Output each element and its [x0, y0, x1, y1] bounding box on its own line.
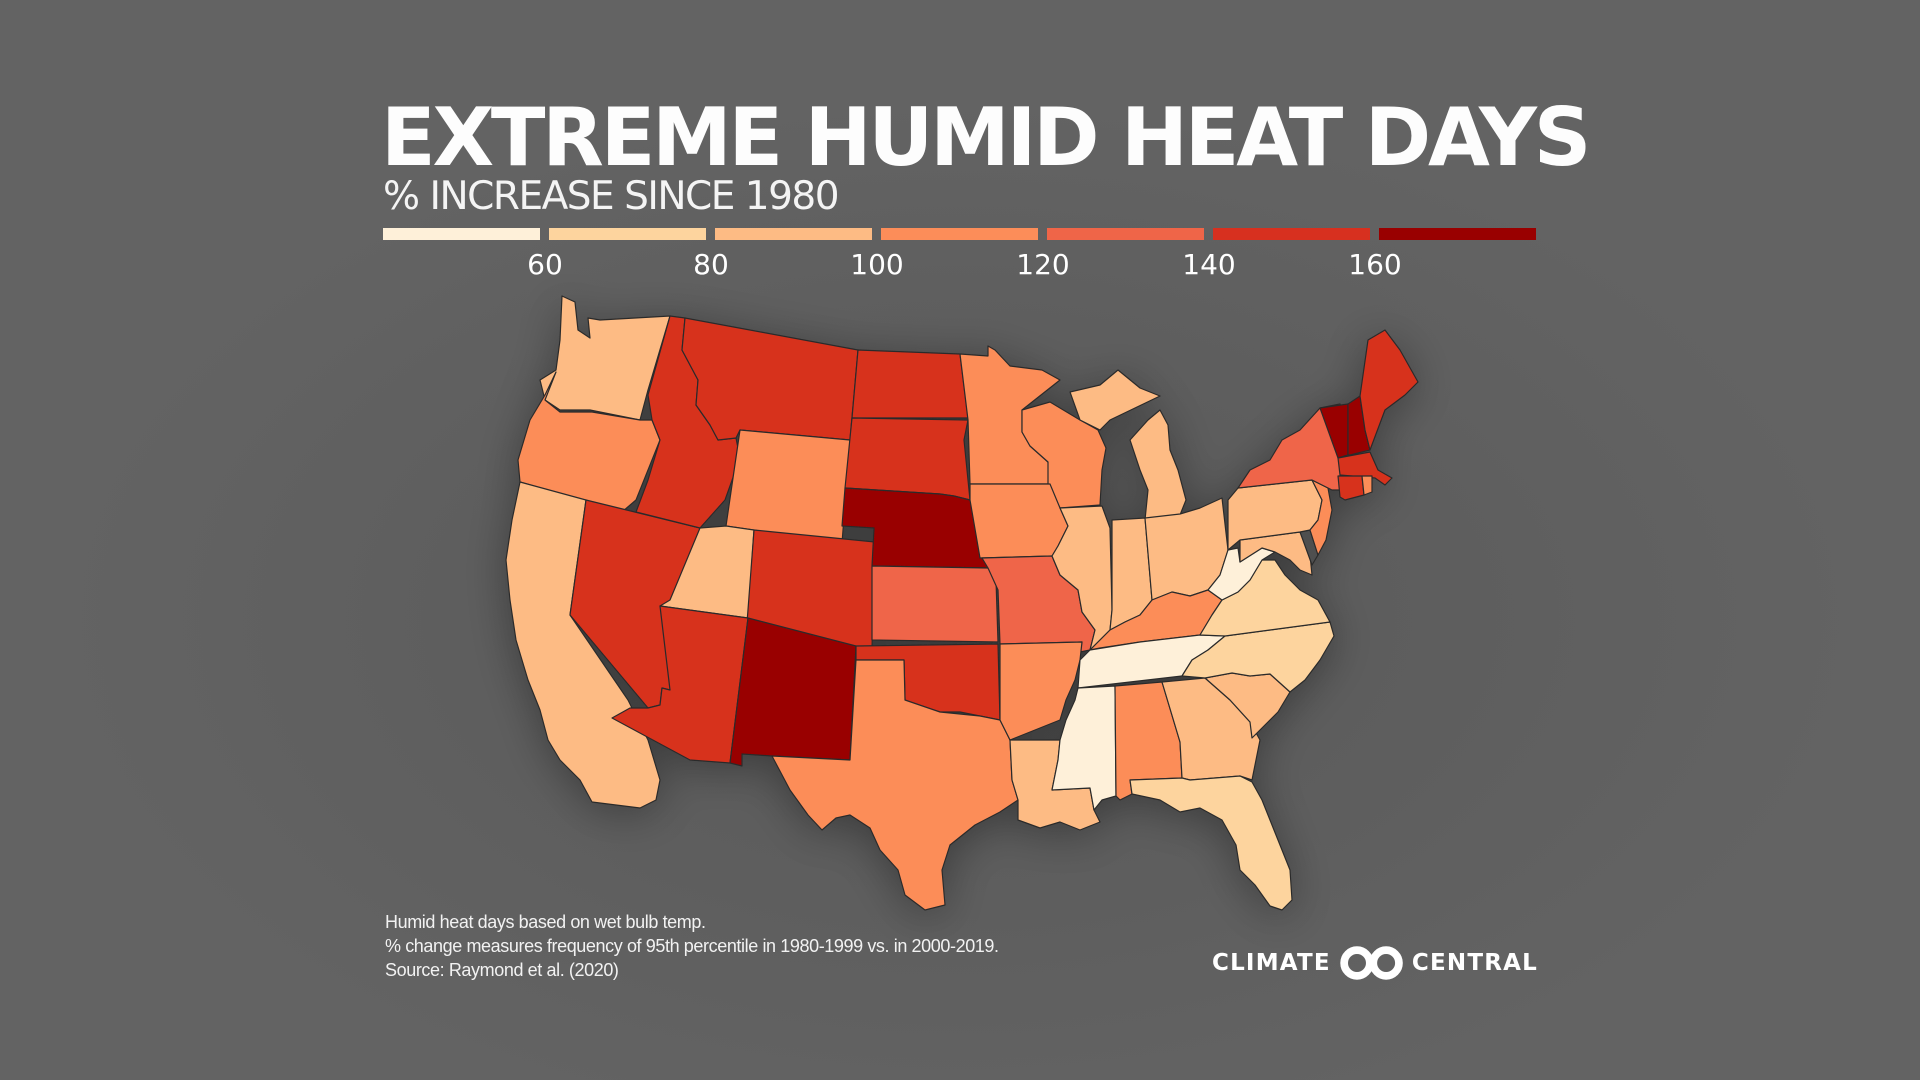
state-TX: [771, 659, 1019, 911]
legend-tick: 80: [693, 248, 729, 281]
state-FL: [1129, 775, 1293, 911]
footnote: Humid heat days based on wet bulb temp. …: [385, 910, 999, 982]
state-ME: [1359, 329, 1419, 451]
state-NC: [1181, 621, 1335, 693]
legend-tick: 120: [1016, 248, 1070, 281]
legend-bin-5: [1047, 228, 1204, 240]
climate-central-rings-icon: [1340, 946, 1403, 980]
legend-bin-3: [715, 228, 872, 240]
legend-tick: 60: [527, 248, 563, 281]
page-subtitle: % INCREASE SINCE 1980: [383, 174, 840, 219]
legend-bin-1: [383, 228, 540, 240]
state-MI: [1069, 369, 1187, 521]
state-NM: [729, 617, 857, 767]
legend-bin-7: [1379, 228, 1536, 240]
legend-bin-4: [881, 228, 1038, 240]
legend-tick: 100: [850, 248, 904, 281]
color-legend: 60 80 100 120 140 160: [383, 228, 1537, 288]
state-NJ: [1309, 479, 1333, 556]
climate-central-logo: CLIMATE CENTRAL: [1212, 943, 1538, 983]
state-OR: [517, 371, 661, 513]
footnote-line-3: Source: Raymond et al. (2020): [385, 960, 619, 980]
state-AR: [999, 641, 1083, 741]
state-CA: [505, 481, 661, 809]
footnote-line-1: Humid heat days based on wet bulb temp.: [385, 912, 706, 932]
legend-tick: 140: [1182, 248, 1236, 281]
state-WA: [539, 295, 671, 421]
footnote-line-2: % change measures frequency of 95th perc…: [385, 936, 999, 956]
legend-bin-6: [1213, 228, 1370, 240]
state-IL: [1051, 505, 1113, 651]
logo-text-left: CLIMATE: [1212, 950, 1331, 976]
legend-bin-2: [549, 228, 706, 240]
state-ND: [851, 349, 969, 419]
logo-text-right: CENTRAL: [1411, 950, 1538, 976]
state-SD: [844, 417, 971, 501]
state-IA: [969, 483, 1069, 559]
state-CT: [1337, 475, 1365, 501]
state-MT: [681, 317, 859, 441]
state-RI: [1361, 475, 1373, 496]
page-title: EXTREME HUMID HEAT DAYS: [381, 91, 1591, 184]
state-WY: [725, 429, 851, 544]
state-KS: [871, 565, 999, 643]
legend-tick: 160: [1348, 248, 1402, 281]
